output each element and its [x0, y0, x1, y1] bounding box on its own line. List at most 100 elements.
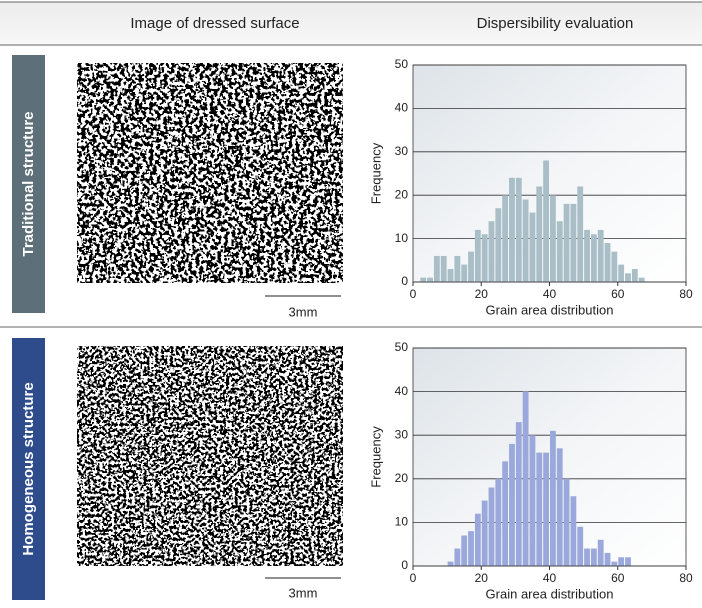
- x-tick-label: 60: [611, 287, 625, 301]
- x-tick-label: 0: [410, 287, 417, 301]
- bar: [590, 548, 597, 566]
- bar: [584, 548, 590, 566]
- surface-image: [77, 346, 343, 566]
- bar: [570, 496, 577, 566]
- bar: [550, 430, 556, 566]
- y-tick-label: 0: [401, 274, 408, 288]
- bar: [597, 229, 604, 282]
- bar: [454, 255, 461, 282]
- bar: [556, 221, 563, 282]
- x-tick-label: 20: [475, 571, 489, 585]
- x-tick-label: 40: [543, 287, 557, 301]
- bar: [556, 448, 563, 566]
- bar: [522, 199, 529, 282]
- y-tick-label: 40: [395, 101, 409, 115]
- bar: [563, 203, 570, 282]
- y-tick-label: 30: [395, 144, 409, 158]
- row-label: Homogeneous structure: [20, 382, 37, 555]
- bar: [502, 461, 509, 566]
- bar: [604, 552, 611, 566]
- bar: [495, 208, 502, 282]
- y-tick-label: 10: [395, 231, 409, 245]
- bar: [529, 212, 536, 282]
- plot-area: [413, 348, 686, 566]
- bar: [488, 221, 495, 282]
- x-tick-label: 20: [475, 287, 489, 301]
- scale-label: 3mm: [289, 304, 318, 319]
- row-label: Traditional structure: [20, 111, 37, 256]
- bar: [474, 229, 481, 282]
- bar: [611, 251, 618, 282]
- bar: [433, 255, 440, 282]
- bar: [447, 268, 454, 282]
- y-tick-label: 10: [395, 515, 409, 529]
- bar: [536, 452, 543, 566]
- bar: [590, 234, 597, 282]
- row-label-box: [12, 338, 45, 600]
- y-axis-label: Frequency: [368, 426, 383, 488]
- y-axis-label: Frequency: [368, 142, 383, 204]
- surface-image: [77, 63, 343, 283]
- bar: [515, 422, 522, 566]
- column-header: Image of dressed surface: [130, 15, 299, 32]
- bar: [440, 255, 447, 282]
- y-tick-label: 20: [395, 187, 409, 201]
- bar: [543, 160, 549, 282]
- bar: [461, 264, 468, 282]
- bar: [577, 186, 584, 282]
- x-tick-label: 80: [679, 287, 693, 301]
- bar: [536, 186, 543, 282]
- x-axis-label: Grain area distribution: [486, 586, 614, 601]
- bar: [468, 251, 474, 282]
- y-tick-label: 50: [395, 57, 409, 71]
- bar: [550, 195, 556, 282]
- bar: [454, 548, 461, 566]
- x-tick-label: 0: [410, 571, 417, 585]
- bar: [468, 531, 474, 566]
- bar: [481, 234, 488, 282]
- bar: [584, 229, 590, 282]
- bar: [509, 177, 515, 282]
- bar: [420, 277, 427, 282]
- bar: [495, 478, 502, 566]
- bar: [481, 500, 488, 566]
- bar: [488, 487, 495, 566]
- bar: [570, 203, 577, 282]
- scale-label: 3mm: [289, 585, 318, 600]
- bar: [509, 443, 515, 566]
- bar: [625, 557, 631, 566]
- bar: [611, 561, 618, 566]
- bar: [618, 557, 625, 566]
- header-band: [0, 2, 702, 45]
- bar: [543, 452, 549, 566]
- bar: [529, 435, 536, 566]
- bar: [638, 277, 645, 282]
- bar: [631, 268, 638, 282]
- x-tick-label: 40: [543, 571, 557, 585]
- bar: [502, 195, 509, 282]
- y-tick-label: 20: [395, 471, 409, 485]
- bar: [515, 177, 522, 282]
- y-tick-label: 40: [395, 384, 409, 398]
- bar: [447, 561, 454, 566]
- x-tick-label: 80: [679, 571, 693, 585]
- bar: [563, 478, 570, 566]
- bar: [522, 391, 529, 566]
- x-tick-label: 60: [611, 571, 625, 585]
- bar: [577, 526, 584, 566]
- bar: [461, 535, 468, 566]
- plot-area: [413, 65, 686, 282]
- y-tick-label: 0: [401, 558, 408, 572]
- bar: [474, 513, 481, 566]
- bar: [625, 273, 631, 282]
- y-tick-label: 30: [395, 427, 409, 441]
- bar: [427, 277, 433, 282]
- bar: [604, 242, 611, 282]
- bar: [597, 539, 604, 566]
- row-label-box: [12, 55, 45, 313]
- x-axis-label: Grain area distribution: [486, 302, 614, 317]
- bar: [618, 264, 625, 282]
- column-header: Dispersibility evaluation: [477, 15, 634, 32]
- y-tick-label: 50: [395, 340, 409, 354]
